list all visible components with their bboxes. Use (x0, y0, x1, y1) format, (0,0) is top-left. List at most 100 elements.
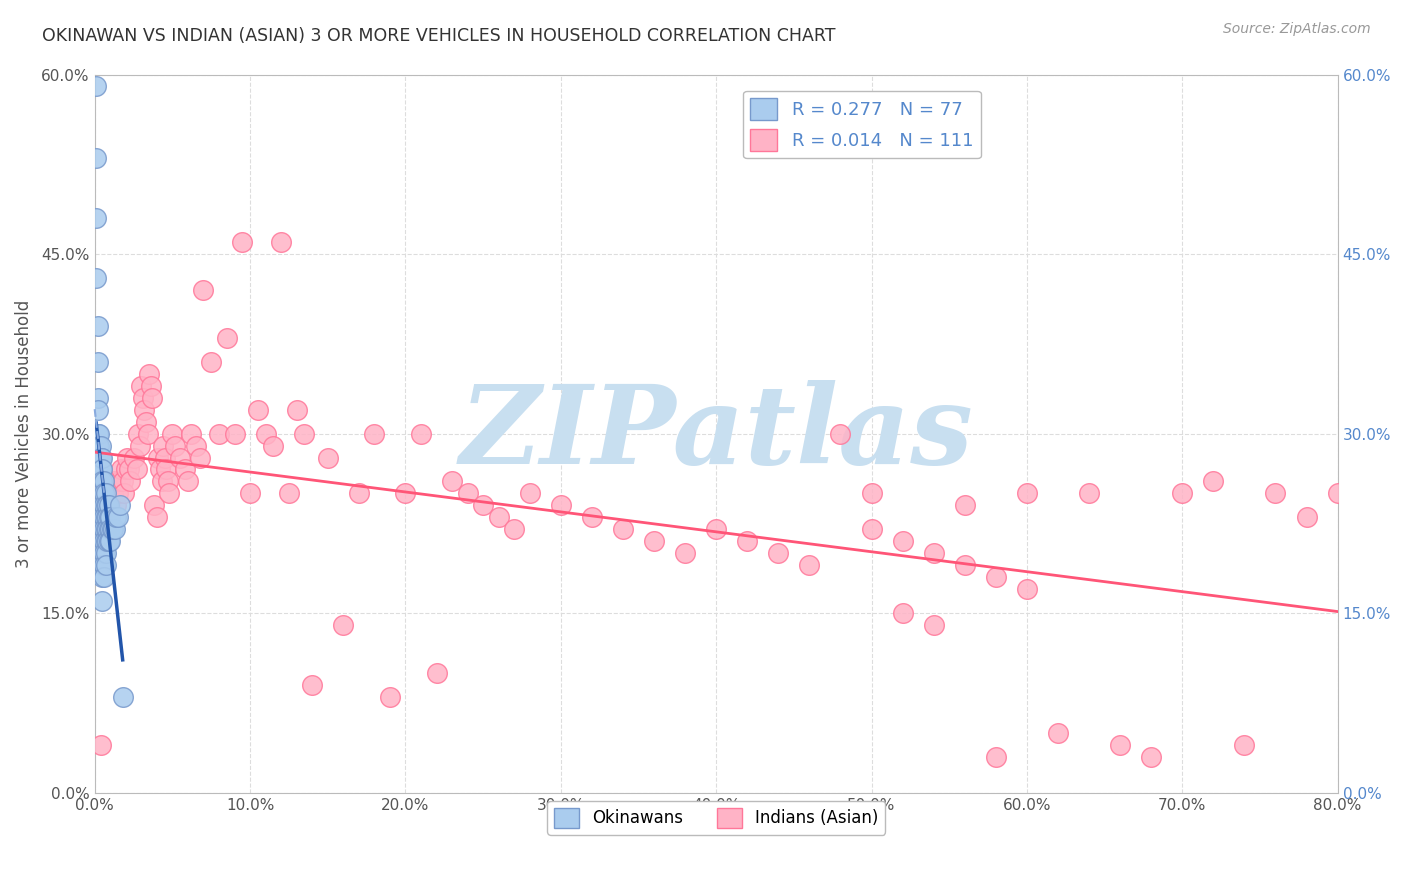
Point (108, 475, 131, 489)
Point (612, 522, 634, 536)
Point (93, 546, 115, 560)
Point (301, 678, 323, 692)
Point (93, 486, 115, 500)
Point (704, 522, 727, 536)
Point (91, 499, 114, 513)
Point (87, 391, 110, 405)
Point (101, 522, 124, 536)
Point (984, 749, 1007, 764)
Point (91, 475, 114, 489)
Point (363, 426, 385, 441)
Point (224, 426, 246, 441)
Point (91, 594, 114, 608)
Point (90, 475, 112, 489)
Point (1078, 486, 1101, 500)
Point (139, 378, 162, 392)
Point (90, 499, 112, 513)
Point (1046, 726, 1069, 740)
Point (96, 499, 118, 513)
Point (91, 546, 114, 560)
Point (84, 211, 107, 226)
Point (262, 439, 284, 453)
Point (134, 402, 156, 417)
Point (90, 486, 112, 500)
Point (138, 367, 160, 381)
Point (162, 426, 184, 441)
Point (96, 510, 118, 524)
Point (93, 570, 115, 584)
Point (550, 499, 572, 513)
Point (97, 534, 120, 549)
Text: ZIPatlas: ZIPatlas (460, 380, 973, 487)
Point (277, 486, 299, 500)
Point (860, 522, 883, 536)
Point (891, 606, 914, 620)
Point (488, 510, 510, 524)
Point (87, 462, 110, 476)
Point (103, 486, 125, 500)
Point (89, 426, 111, 441)
Point (112, 486, 135, 500)
Point (173, 462, 195, 476)
Point (91, 522, 114, 536)
Point (316, 450, 339, 465)
Point (1015, 582, 1038, 597)
Point (87, 318, 110, 333)
Point (127, 426, 149, 441)
Point (91, 558, 114, 573)
Point (93, 522, 115, 536)
Point (860, 486, 883, 500)
Point (519, 486, 541, 500)
Point (87, 450, 110, 465)
Point (125, 462, 148, 476)
Point (94, 546, 117, 560)
Point (96, 522, 118, 536)
Point (91, 534, 114, 549)
Point (200, 355, 222, 369)
Point (1140, 749, 1163, 764)
Point (830, 426, 852, 441)
Point (441, 475, 464, 489)
Point (673, 546, 696, 560)
Point (503, 522, 526, 536)
Point (90, 546, 112, 560)
Point (97, 486, 120, 500)
Point (891, 534, 914, 549)
Point (239, 486, 262, 500)
Point (347, 486, 370, 500)
Point (90, 450, 112, 465)
Point (378, 690, 401, 704)
Point (425, 665, 447, 680)
Point (135, 415, 157, 429)
Point (89, 475, 111, 489)
Point (285, 402, 308, 417)
Point (122, 450, 145, 465)
Point (922, 546, 945, 560)
Point (142, 499, 165, 513)
Point (1202, 475, 1225, 489)
Point (180, 426, 202, 441)
Point (94, 486, 117, 500)
Point (110, 462, 132, 476)
Point (87, 355, 110, 369)
Point (93, 534, 115, 549)
Point (188, 450, 211, 465)
Point (131, 378, 153, 392)
Point (89, 499, 111, 513)
Point (193, 283, 215, 297)
Point (208, 426, 231, 441)
Point (105, 510, 128, 524)
Text: Source: ZipAtlas.com: Source: ZipAtlas.com (1223, 22, 1371, 37)
Point (118, 462, 141, 476)
Point (97, 510, 120, 524)
Point (114, 462, 136, 476)
Point (90, 439, 112, 453)
Point (128, 439, 150, 453)
Point (294, 426, 316, 441)
Point (89, 450, 111, 465)
Point (246, 402, 269, 417)
Point (107, 486, 129, 500)
Point (457, 486, 479, 500)
Point (98, 510, 121, 524)
Point (1326, 486, 1348, 500)
